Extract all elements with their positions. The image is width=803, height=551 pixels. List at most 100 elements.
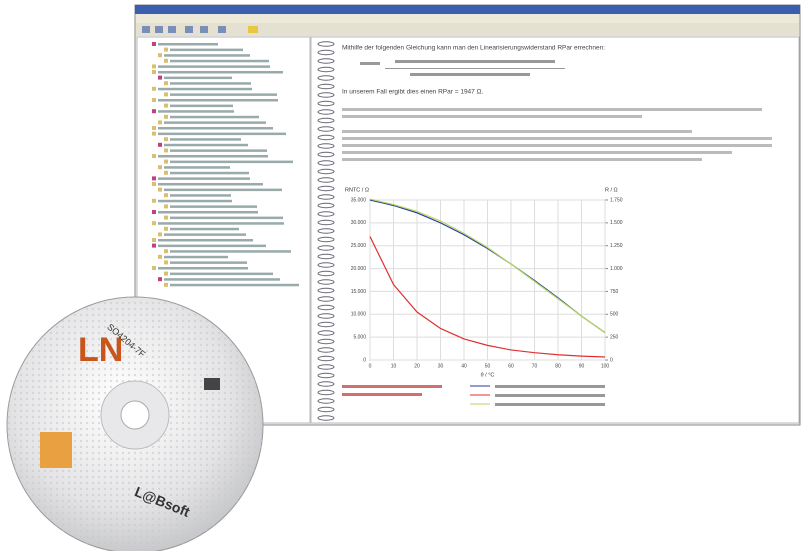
spiral-binding	[317, 41, 335, 421]
x-tick-label: 20	[414, 363, 420, 369]
tree-icon	[152, 182, 156, 186]
tree-icon	[164, 137, 168, 142]
tree-label	[158, 71, 283, 74]
toolbar-button[interactable]	[155, 26, 163, 33]
content-text: In unserem Fall ergibt dies einen RPar =…	[342, 89, 483, 96]
x-tick-label: 60	[508, 363, 514, 369]
tree-icon	[164, 148, 168, 153]
y-tick-label: 30.000	[351, 220, 367, 226]
tree-icon	[164, 226, 168, 231]
tree-label	[164, 76, 232, 80]
y2-tick-label: 1.000	[610, 266, 623, 272]
tree-label	[164, 121, 266, 124]
content-text: Mithilfe der folgenden Gleichung kann ma…	[342, 45, 605, 52]
ring	[317, 58, 335, 64]
y-tick-label: 10.000	[351, 312, 367, 318]
tree-label	[170, 250, 291, 253]
toolbar-button[interactable]	[218, 26, 226, 33]
tree-label	[170, 261, 247, 264]
tree-label	[158, 244, 266, 248]
y2-tick-label: 1.250	[610, 243, 623, 249]
y-tick-label: 5.000	[353, 334, 366, 340]
y2-tick-label: 0	[610, 357, 613, 363]
tree-label	[170, 115, 259, 119]
tree-icon	[152, 64, 156, 69]
ring	[317, 219, 335, 226]
y-tick-label: 0	[363, 357, 366, 363]
ring	[317, 245, 335, 251]
cd-icon	[204, 378, 220, 390]
ring	[317, 347, 335, 353]
ring	[317, 296, 335, 302]
chart-legend	[342, 385, 605, 406]
tree-label	[170, 104, 233, 108]
tree-label	[164, 166, 230, 169]
tree-label	[170, 59, 269, 63]
ring	[317, 398, 335, 404]
ring	[317, 228, 335, 234]
tree-label	[158, 43, 218, 46]
tree-icon	[164, 215, 168, 220]
tree-icon	[164, 92, 168, 97]
y2-tick-label: 250	[610, 334, 619, 340]
chart: 0 5.000 10.000 15.000 20.000 25.000 30.000 35.0…	[345, 187, 623, 378]
data-line	[369, 198, 606, 334]
y-tick-label: 15.000	[351, 289, 367, 295]
x-tick-label: 40	[461, 363, 467, 369]
tree-icon	[158, 187, 162, 192]
tree-label	[164, 143, 248, 147]
cd-logo: LN	[78, 331, 123, 369]
tree-icon	[152, 238, 156, 242]
tree-icon	[152, 98, 156, 102]
tree-icon	[164, 271, 168, 276]
ring	[317, 415, 335, 421]
tree-label	[164, 255, 228, 259]
tree-icon	[152, 176, 156, 181]
x-tick-label: 80	[555, 363, 561, 369]
y2-tick-label: 1.500	[610, 220, 623, 226]
toolbar-button[interactable]	[248, 26, 258, 33]
x-tick-label: 70	[532, 363, 538, 369]
y-tick-label: 25.000	[351, 243, 367, 249]
tree-label	[158, 222, 284, 225]
ring	[317, 304, 335, 311]
ring	[317, 41, 335, 47]
tree-label	[170, 272, 273, 276]
ring	[317, 100, 335, 107]
tree-icon	[164, 58, 168, 63]
cd-label-box	[40, 432, 72, 468]
ring	[317, 143, 335, 149]
ring	[317, 321, 335, 328]
tree-icon	[152, 243, 156, 248]
ring	[317, 389, 335, 396]
ring	[317, 381, 335, 387]
tree-icon	[164, 114, 168, 119]
tree-label	[158, 127, 273, 130]
ring	[317, 194, 335, 200]
y-axis-label: RNTC / Ω	[345, 187, 369, 193]
ring	[317, 253, 335, 260]
toolbar-button[interactable]	[142, 26, 150, 33]
tree-icon	[152, 86, 156, 91]
ring	[317, 185, 335, 192]
tree-label	[164, 278, 280, 281]
ring	[317, 168, 335, 175]
tree-icon	[152, 210, 156, 214]
tree-label	[158, 199, 232, 203]
tree-label	[164, 54, 250, 57]
toolbar-button[interactable]	[200, 26, 208, 33]
tree-label	[164, 233, 246, 236]
toolbar-button[interactable]	[185, 26, 193, 33]
tree-label	[158, 132, 286, 136]
ring	[317, 211, 335, 217]
tree-label	[170, 48, 243, 52]
tree-label	[158, 177, 250, 180]
tree-icon	[158, 232, 162, 237]
toolbar-button[interactable]	[168, 26, 176, 33]
tree-icon	[164, 204, 168, 209]
tree-icon	[158, 277, 162, 282]
tree-icon	[164, 249, 168, 254]
paragraph	[342, 108, 772, 161]
menu-bar[interactable]	[136, 14, 799, 23]
toolbar[interactable]	[136, 23, 799, 36]
